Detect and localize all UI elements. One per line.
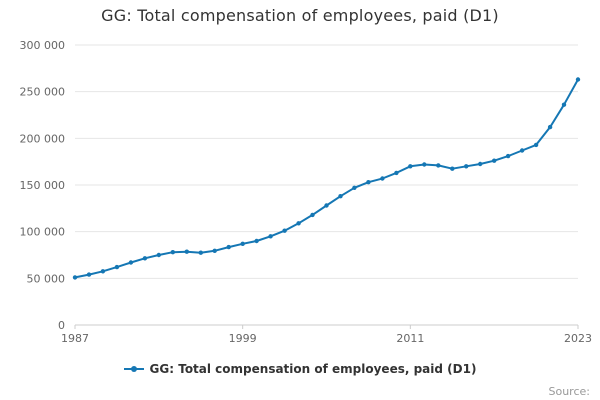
data-point-marker [436, 163, 441, 168]
chart-title: GG: Total compensation of employees, pai… [101, 6, 499, 25]
x-axis-label: 2023 [564, 332, 592, 345]
y-axis-label: 250 000 [20, 86, 66, 99]
data-point-marker [184, 249, 189, 254]
data-point-marker [519, 148, 525, 153]
data-point-marker [352, 185, 357, 190]
data-point-marker [533, 142, 539, 148]
data-line [74, 78, 579, 279]
data-point-marker [547, 124, 553, 130]
data-point-marker [198, 250, 203, 255]
data-point-marker [380, 176, 385, 181]
data-point-marker [464, 164, 469, 169]
data-point-marker [114, 264, 120, 270]
data-point-marker [128, 260, 134, 265]
data-point-marker [212, 248, 217, 253]
source-credit[interactable]: Source: [548, 385, 591, 398]
legend-item[interactable]: GG: Total compensation of employees, pai… [0, 362, 600, 376]
y-axis-label: 150 000 [20, 179, 66, 192]
data-point-marker [226, 244, 231, 250]
data-point-marker [408, 164, 413, 169]
data-point-marker [282, 228, 287, 233]
y-axis-label: 0 [58, 319, 65, 332]
data-point-marker [492, 158, 497, 163]
x-axis-label: 1987 [61, 332, 89, 345]
data-point-marker [100, 269, 106, 274]
data-point-marker [156, 252, 161, 258]
data-point-marker [72, 275, 78, 280]
y-axis-label: 300 000 [20, 39, 66, 52]
data-point-marker [478, 161, 483, 167]
data-point-marker [366, 180, 371, 185]
y-axis-label: 100 000 [20, 226, 66, 239]
data-point-marker [310, 212, 315, 218]
data-point-marker [296, 221, 301, 226]
data-point-marker [86, 272, 92, 277]
data-point-marker [142, 256, 148, 261]
plot-area: 0 50 000 100 000 150 000 200 000 250 000 300 0… [20, 39, 593, 345]
legend-line-marker-icon [123, 366, 144, 372]
x-axis-label: 1999 [229, 332, 257, 345]
y-axis-label: 200 000 [20, 132, 66, 145]
data-point-marker [240, 241, 245, 246]
data-point-marker [575, 77, 581, 82]
x-axis-label: 2011 [396, 332, 424, 345]
data-point-marker [254, 238, 259, 244]
data-point-marker [170, 250, 175, 255]
legend-label: GG: Total compensation of employees, pai… [149, 362, 477, 376]
data-point-marker [268, 234, 273, 239]
data-point-marker [450, 166, 455, 171]
data-point-marker [394, 170, 399, 176]
data-point-marker [422, 162, 427, 167]
data-point-marker [561, 102, 567, 107]
y-axis-label: 50 000 [27, 272, 66, 285]
data-point-marker [324, 203, 329, 208]
data-point-marker [338, 194, 343, 199]
data-point-marker [505, 153, 511, 159]
